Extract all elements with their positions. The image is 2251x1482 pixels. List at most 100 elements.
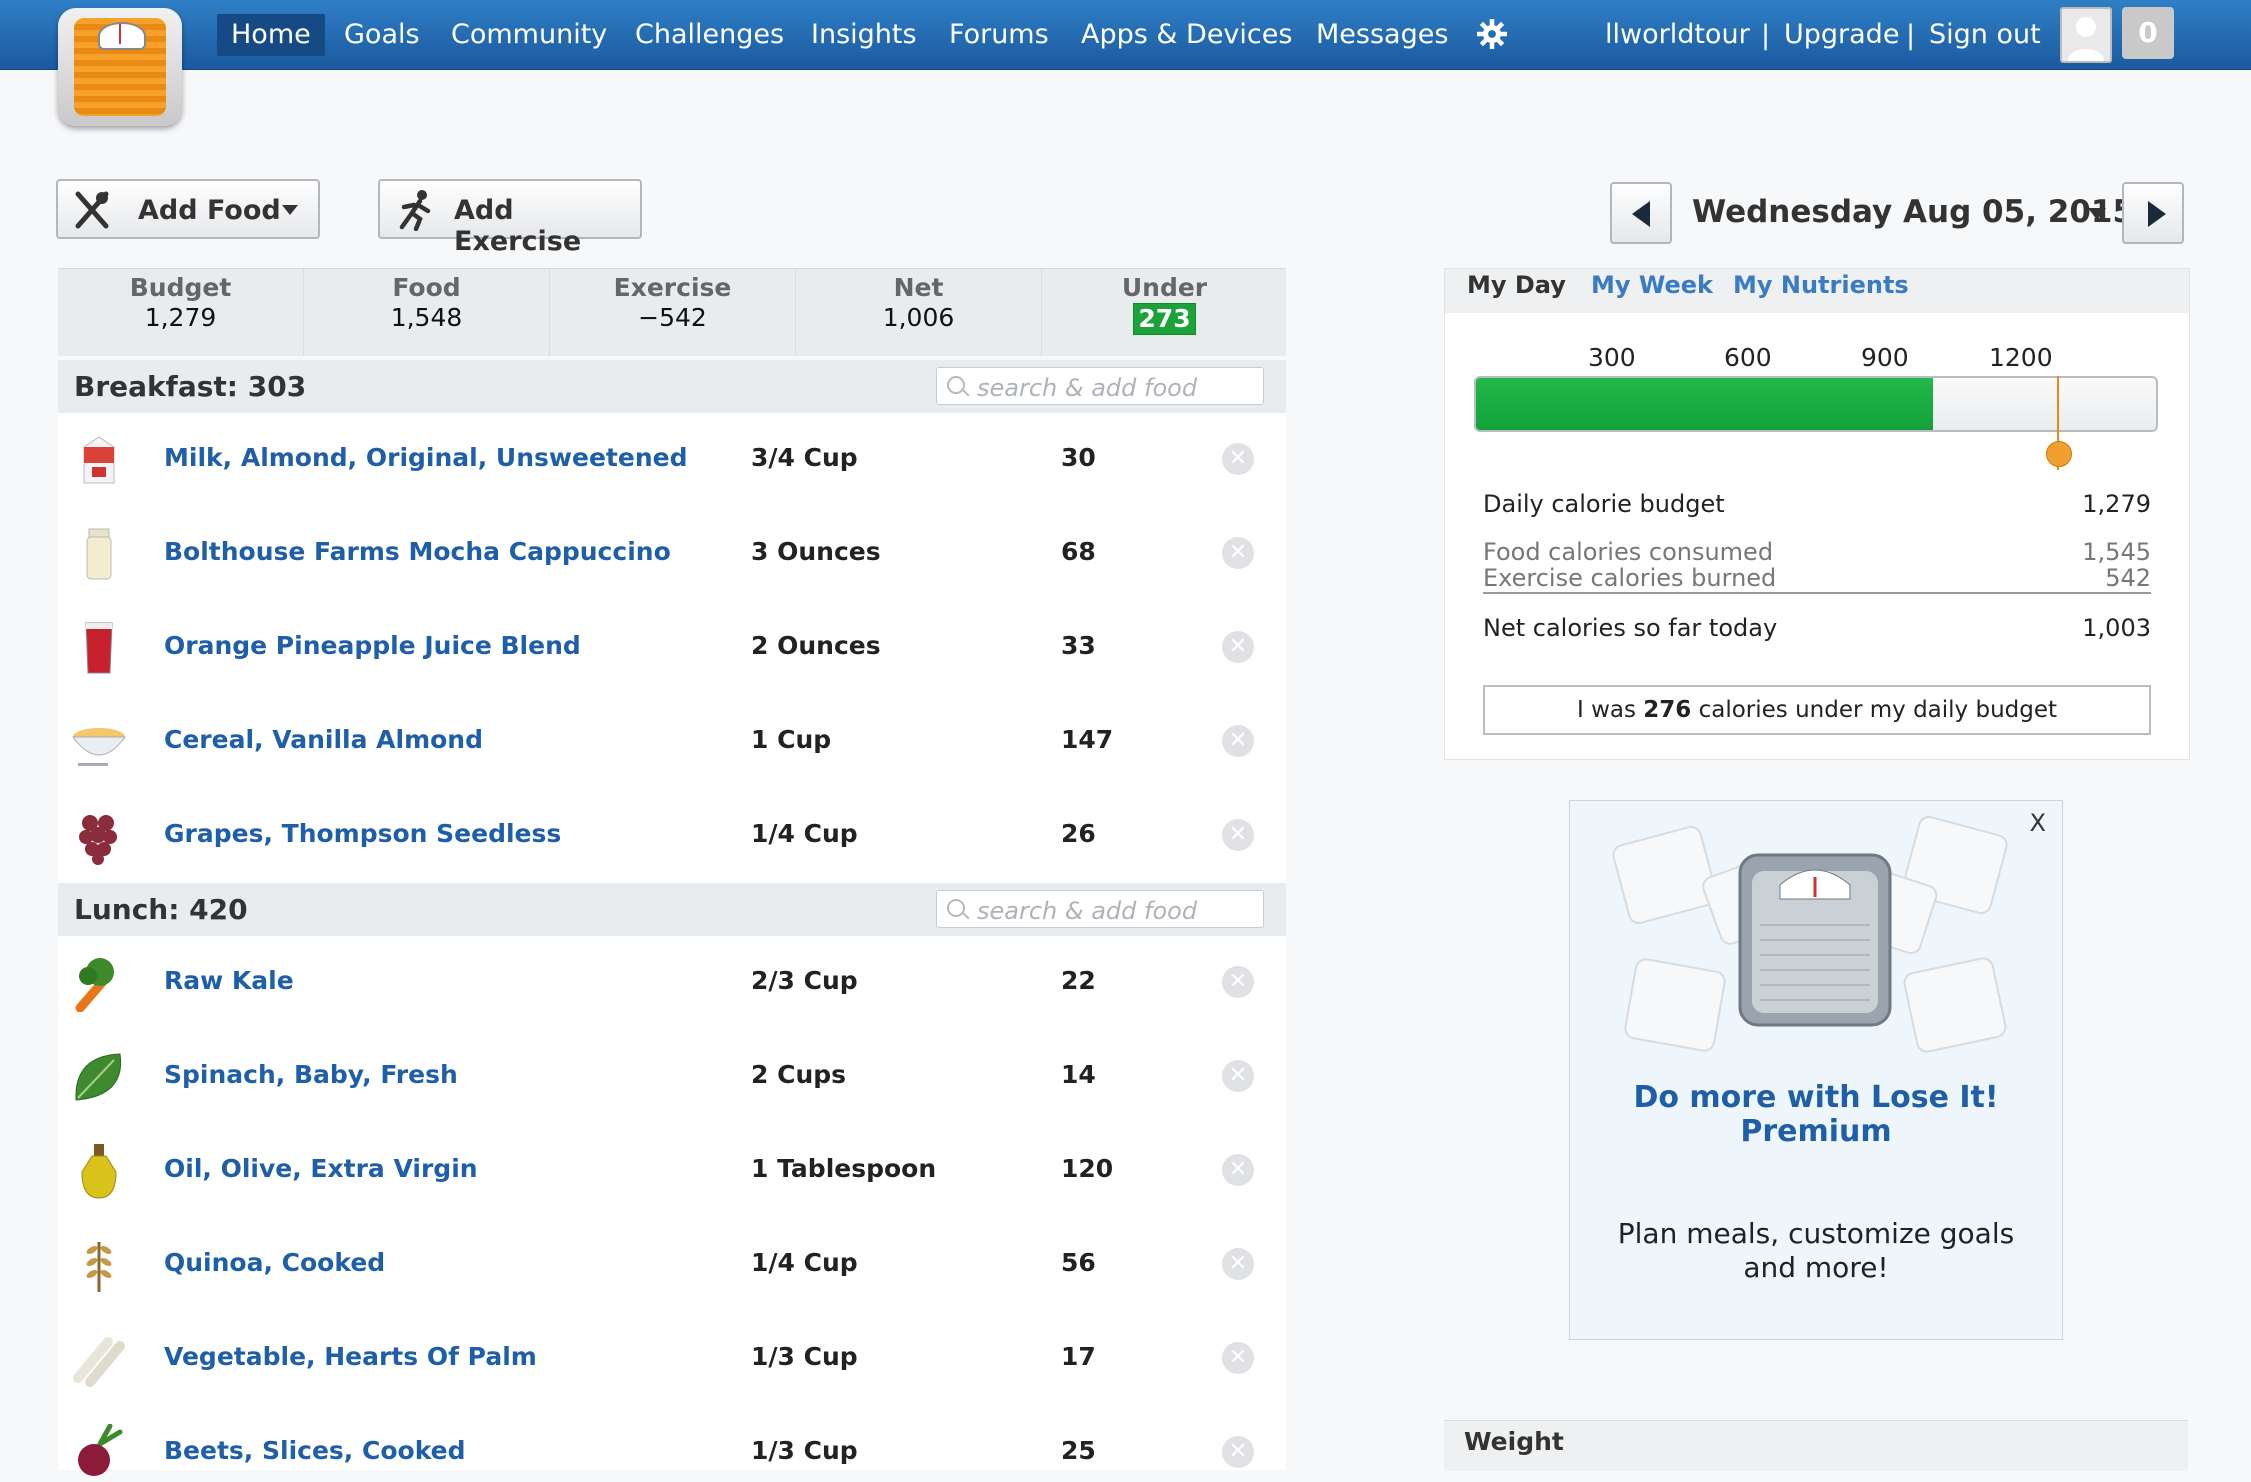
nav-insights[interactable]: Insights <box>811 19 917 50</box>
bathroom-scale-icon <box>1612 815 2008 1053</box>
chevron-down-icon[interactable] <box>2088 208 2106 220</box>
search-placeholder: search & add food <box>977 897 1198 925</box>
food-name[interactable]: Beets, Slices, Cooked <box>164 1436 466 1465</box>
nav-sign-out[interactable]: Sign out <box>1929 19 2041 50</box>
nav-community[interactable]: Community <box>451 19 608 50</box>
under-budget-message: I was 276 calories under my daily budget <box>1483 685 2151 735</box>
calorie-progress-bar <box>1474 376 2158 432</box>
bottle-icon <box>86 528 112 580</box>
summary-under: Under 273 <box>1042 269 1287 356</box>
weight-title: Weight <box>1464 1427 1564 1456</box>
previous-day-button[interactable] <box>1610 182 1672 244</box>
list-item[interactable]: Raw Kale 2/3 Cup 22 ✕ <box>58 936 1286 1030</box>
summary-exercise-value: −542 <box>638 303 707 332</box>
list-item[interactable]: Oil, Olive, Extra Virgin 1 Tablespoon 12… <box>58 1124 1286 1218</box>
food-name[interactable]: Spinach, Baby, Fresh <box>164 1060 458 1089</box>
delete-food-icon[interactable]: ✕ <box>1222 631 1254 663</box>
food-quantity: 3/4 Cup <box>751 443 858 472</box>
delete-food-icon[interactable]: ✕ <box>1222 1154 1254 1186</box>
list-item[interactable]: Bolthouse Farms Mocha Cappuccino 3 Ounce… <box>58 507 1286 601</box>
stat-exercise-label: Exercise calories burned <box>1483 564 1777 592</box>
stat-net-label: Net calories so far today <box>1483 614 1778 642</box>
food-calories: 30 <box>1061 443 1096 472</box>
nav-home[interactable]: Home <box>217 14 325 56</box>
under-message-suffix: calories under my daily budget <box>1691 697 2058 723</box>
food-name[interactable]: Bolthouse Farms Mocha Cappuccino <box>164 537 671 566</box>
delete-food-icon[interactable]: ✕ <box>1222 819 1254 851</box>
food-name[interactable]: Raw Kale <box>164 966 294 995</box>
scale-tick-label: 1200 <box>1989 343 2053 372</box>
delete-food-icon[interactable]: ✕ <box>1222 1060 1254 1092</box>
list-item[interactable]: Cereal, Vanilla Almond 1 Cup 147 ✕ <box>58 695 1286 789</box>
lose-it-scale-logo[interactable] <box>58 8 182 126</box>
summary-exercise-label: Exercise <box>613 273 732 302</box>
search-icon <box>947 376 965 394</box>
list-item[interactable]: Orange Pineapple Juice Blend 2 Ounces 33… <box>58 601 1286 695</box>
food-name[interactable]: Oil, Olive, Extra Virgin <box>164 1154 478 1183</box>
lunch-search-input[interactable]: search & add food <box>936 890 1264 928</box>
food-quantity: 1/3 Cup <box>751 1342 858 1371</box>
food-calories: 26 <box>1061 819 1096 848</box>
list-item[interactable]: Vegetable, Hearts Of Palm 1/3 Cup 17 ✕ <box>58 1312 1286 1406</box>
list-item[interactable]: Spinach, Baby, Fresh 2 Cups 14 ✕ <box>58 1030 1286 1124</box>
budget-marker-line <box>2057 376 2059 470</box>
delete-food-icon[interactable]: ✕ <box>1222 1248 1254 1280</box>
food-name[interactable]: Cereal, Vanilla Almond <box>164 725 483 754</box>
nav-goals[interactable]: Goals <box>344 19 420 50</box>
summary-food-label: Food <box>392 273 461 302</box>
nav-username[interactable]: llworldtour <box>1605 19 1750 50</box>
delete-food-icon[interactable]: ✕ <box>1222 1342 1254 1374</box>
settings-gear-icon[interactable] <box>1474 16 1510 52</box>
list-item[interactable]: Milk, Almond, Original, Unsweetened 3/4 … <box>58 413 1286 507</box>
delete-food-icon[interactable]: ✕ <box>1222 443 1254 475</box>
delete-food-icon[interactable]: ✕ <box>1222 537 1254 569</box>
vegetables-icon <box>75 958 114 1012</box>
food-name[interactable]: Quinoa, Cooked <box>164 1248 386 1277</box>
list-item[interactable]: Grapes, Thompson Seedless 1/4 Cup 26 ✕ <box>58 789 1286 883</box>
nav-apps-devices[interactable]: Apps & Devices <box>1081 19 1293 50</box>
summary-net-label: Net <box>893 273 944 302</box>
food-calories: 17 <box>1061 1342 1096 1371</box>
food-name[interactable]: Orange Pineapple Juice Blend <box>164 631 581 660</box>
breakfast-search-input[interactable]: search & add food <box>936 367 1264 405</box>
summary-food: Food 1,548 <box>304 269 550 356</box>
food-quantity: 3 Ounces <box>751 537 881 566</box>
add-food-button[interactable]: Add Food <box>56 179 320 239</box>
food-quantity: 1 Cup <box>751 725 832 754</box>
food-calories: 120 <box>1061 1154 1114 1183</box>
delete-food-icon[interactable]: ✕ <box>1222 1436 1254 1468</box>
selected-date[interactable]: Wednesday Aug 05, 2015 <box>1692 194 2135 230</box>
nav-forums[interactable]: Forums <box>949 19 1049 50</box>
food-name[interactable]: Milk, Almond, Original, Unsweetened <box>164 443 688 472</box>
close-promo-button[interactable]: X <box>2029 809 2046 837</box>
summary-exercise: Exercise −542 <box>550 269 796 356</box>
food-calories: 33 <box>1061 631 1096 660</box>
under-message-prefix: I was <box>1576 697 1644 723</box>
nav-challenges[interactable]: Challenges <box>635 19 785 50</box>
nav-upgrade[interactable]: Upgrade <box>1784 19 1900 50</box>
tab-my-nutrients[interactable]: My Nutrients <box>1733 271 1909 299</box>
summary-budget-label: Budget <box>129 273 232 302</box>
logo-scale-needle <box>119 24 121 44</box>
promo-title[interactable]: Do more with Lose It! Premium <box>1633 1080 1999 1149</box>
stats-divider <box>1483 592 2151 594</box>
food-quantity: 1/4 Cup <box>751 819 858 848</box>
avatar[interactable] <box>2060 7 2112 63</box>
next-day-button[interactable] <box>2122 182 2184 244</box>
delete-food-icon[interactable]: ✕ <box>1222 725 1254 757</box>
milk-carton-icon <box>83 436 115 484</box>
list-item[interactable]: Quinoa, Cooked 1/4 Cup 56 ✕ <box>58 1218 1286 1312</box>
list-item[interactable]: Beets, Slices, Cooked 1/3 Cup 25 ✕ <box>58 1406 1286 1476</box>
food-name[interactable]: Vegetable, Hearts Of Palm <box>164 1342 537 1371</box>
add-exercise-button[interactable]: Add Exercise <box>378 179 642 257</box>
budget-marker-knob <box>2046 441 2072 467</box>
food-calories: 14 <box>1061 1060 1096 1089</box>
delete-food-icon[interactable]: ✕ <box>1222 966 1254 998</box>
nav-messages[interactable]: Messages <box>1316 19 1449 50</box>
tab-pointer-icon <box>1505 301 1529 313</box>
under-message-value: 276 <box>1643 697 1692 723</box>
food-name[interactable]: Grapes, Thompson Seedless <box>164 819 562 848</box>
tab-my-week[interactable]: My Week <box>1591 271 1714 299</box>
tab-my-day[interactable]: My Day <box>1467 271 1566 299</box>
notification-count-badge[interactable]: 0 <box>2122 7 2174 59</box>
